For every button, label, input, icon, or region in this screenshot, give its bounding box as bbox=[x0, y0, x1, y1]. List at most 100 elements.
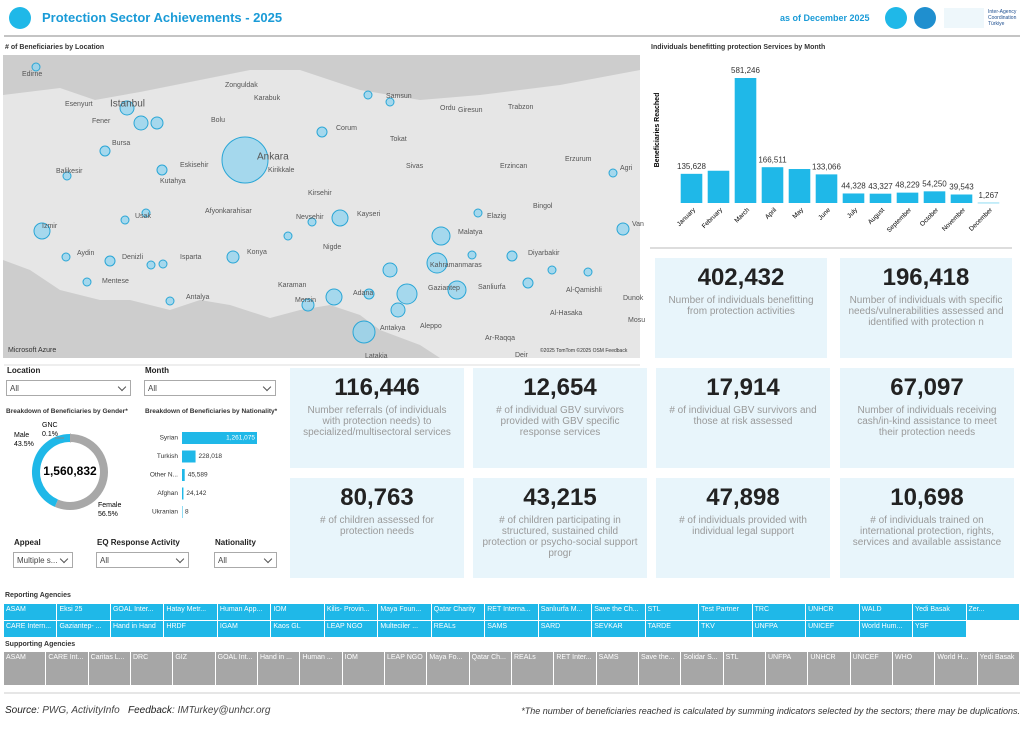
agency-chip[interactable]: STL bbox=[645, 604, 700, 621]
agency-chip[interactable]: WALD bbox=[859, 604, 914, 621]
dropdown[interactable]: All bbox=[214, 552, 277, 568]
agency-chip[interactable]: SAMS bbox=[485, 621, 539, 638]
data-label: 48,229 bbox=[895, 181, 920, 190]
agency-chip[interactable]: Hand in Hand bbox=[110, 621, 165, 638]
agency-chip[interactable]: Sanlıurfa M... bbox=[538, 604, 593, 621]
source-text: : PWG, ActivityInfo bbox=[36, 705, 120, 716]
map-bubble bbox=[226, 250, 240, 264]
agency-chip[interactable]: IGAM bbox=[217, 621, 272, 638]
map-bubble bbox=[283, 231, 293, 241]
map-city-label: Samsun bbox=[386, 93, 412, 100]
agency-chip[interactable]: Eksi 25 bbox=[57, 604, 111, 621]
agency-chip[interactable]: Qatar Ch... bbox=[469, 652, 512, 686]
agency-chip[interactable]: Human ... bbox=[300, 652, 343, 686]
agency-chip[interactable]: Hand in ... bbox=[258, 652, 301, 686]
map-bubble bbox=[82, 277, 92, 287]
agency-chip[interactable]: Save the... bbox=[639, 652, 682, 686]
footer-note: *The number of beneficiaries reached is … bbox=[521, 706, 1020, 716]
map-bubble bbox=[426, 252, 448, 274]
agency-chip[interactable]: Yedi Basak bbox=[913, 604, 967, 621]
map-city-label: Diyarbakir bbox=[528, 250, 560, 257]
pie-total: 1,560,832 bbox=[43, 464, 97, 478]
agency-chip[interactable]: GIZ bbox=[173, 652, 216, 686]
bar bbox=[182, 506, 183, 518]
agency-chip[interactable]: ASAM bbox=[4, 652, 47, 686]
agency-chip[interactable]: RET Inter... bbox=[554, 652, 597, 686]
agency-chip[interactable]: GOAL Inter... bbox=[110, 604, 165, 621]
agency-chip[interactable]: HRDF bbox=[164, 621, 218, 638]
agency-chip[interactable]: Caritas L... bbox=[88, 652, 131, 686]
agency-chip[interactable]: REALs bbox=[431, 621, 486, 638]
agency-chip[interactable]: UNHCR bbox=[808, 652, 851, 686]
bar bbox=[869, 193, 892, 203]
agency-chip[interactable]: UNICEF bbox=[806, 621, 860, 638]
agency-chip[interactable]: UNICEF bbox=[850, 652, 893, 686]
filter-label: Location bbox=[7, 366, 41, 375]
bar bbox=[182, 487, 184, 500]
agency-chip[interactable]: ASAM bbox=[4, 604, 58, 621]
agency-chip[interactable]: RET Interna... bbox=[485, 604, 539, 621]
dropdown[interactable]: All bbox=[144, 380, 276, 396]
agency-chip[interactable]: TARDE bbox=[645, 621, 700, 638]
map-city-label: Ankara bbox=[257, 152, 289, 163]
kpi-card: 116,446 Number referrals (of individuals … bbox=[290, 368, 464, 468]
map-city-label: Corum bbox=[336, 125, 357, 132]
agency-chip[interactable]: Kilis- Provin... bbox=[324, 604, 379, 621]
agency-chip[interactable]: LEAP NGO bbox=[385, 652, 428, 686]
dropdown[interactable]: All bbox=[6, 380, 131, 396]
map-city-label: Istanbul bbox=[110, 99, 145, 110]
map-city-label: Nigde bbox=[323, 244, 341, 251]
agency-chip[interactable]: Qatar Charity bbox=[431, 604, 486, 621]
kpi-label: # of individuals trained on internationa… bbox=[852, 515, 1002, 548]
agency-chip[interactable]: IOM bbox=[342, 652, 385, 686]
agency-chip[interactable]: TRC bbox=[752, 604, 807, 621]
agency-chip[interactable]: Maya Foun... bbox=[378, 604, 432, 621]
dropdown[interactable]: All bbox=[96, 552, 189, 568]
agency-chip[interactable]: UNHCR bbox=[806, 604, 860, 621]
dropdown[interactable]: Multiple s... bbox=[13, 552, 73, 568]
agency-chip[interactable]: SAMS bbox=[596, 652, 639, 686]
map-city-label: Erzincan bbox=[500, 163, 527, 170]
kpi-value: 116,446 bbox=[334, 374, 420, 401]
agency-chip[interactable]: GOAL Int... bbox=[215, 652, 258, 686]
agency-chip[interactable]: REALs bbox=[512, 652, 555, 686]
agency-chip[interactable]: Human App... bbox=[217, 604, 272, 621]
data-label: 228,018 bbox=[199, 453, 223, 460]
agency-chip[interactable]: Hatay Metr... bbox=[164, 604, 218, 621]
agency-chip[interactable]: YSF bbox=[913, 621, 967, 638]
agency-chip[interactable]: TKV bbox=[699, 621, 753, 638]
agency-chip[interactable]: Maya Fo... bbox=[427, 652, 470, 686]
agency-chip[interactable]: Zer... bbox=[966, 604, 1020, 621]
agency-chip[interactable]: SEVKAR bbox=[592, 621, 646, 638]
agency-chip[interactable]: WHO bbox=[893, 652, 936, 686]
x-tick-label: September bbox=[886, 206, 914, 234]
agency-chip[interactable]: Yedi Basak bbox=[977, 652, 1020, 686]
agency-chip[interactable]: IOM bbox=[271, 604, 325, 621]
agency-chip[interactable]: World Hum... bbox=[859, 621, 914, 638]
bar bbox=[761, 167, 784, 203]
map-city-label: Nevsehir bbox=[296, 214, 324, 221]
agency-chip[interactable]: Kaos GL bbox=[271, 621, 325, 638]
bar bbox=[680, 173, 703, 203]
map-city-label: Esenyurt bbox=[65, 101, 93, 108]
bar bbox=[977, 202, 1000, 204]
agency-chip[interactable]: World H... bbox=[935, 652, 978, 686]
agency-chip[interactable]: Multeciler ... bbox=[378, 621, 432, 638]
agency-chip[interactable]: Save the Ch... bbox=[592, 604, 646, 621]
agency-chip[interactable]: LEAP NGO bbox=[324, 621, 379, 638]
agency-chip[interactable]: CARE Int... bbox=[46, 652, 89, 686]
map-city-label: Trabzon bbox=[508, 104, 534, 111]
agency-chip[interactable]: UNFPA bbox=[766, 652, 809, 686]
agency-chip[interactable]: UNFPA bbox=[752, 621, 807, 638]
partner-name: Inter-Agency Coordination Türkiye bbox=[988, 9, 1017, 27]
agency-chip[interactable]: Solidar S... bbox=[681, 652, 724, 686]
filter-label: Nationality bbox=[215, 538, 256, 547]
agency-chip[interactable]: DRC bbox=[131, 652, 174, 686]
agency-chip[interactable]: Test Partner bbox=[699, 604, 753, 621]
agency-chip[interactable]: CARE Intern... bbox=[4, 621, 58, 638]
kpi-card: 47,898 # of individuals provided with ind… bbox=[656, 478, 830, 578]
bar bbox=[182, 432, 257, 444]
agency-chip[interactable]: SARD bbox=[538, 621, 593, 638]
agency-chip[interactable]: Gaziantep- ... bbox=[57, 621, 111, 638]
agency-chip[interactable]: STL bbox=[723, 652, 766, 686]
